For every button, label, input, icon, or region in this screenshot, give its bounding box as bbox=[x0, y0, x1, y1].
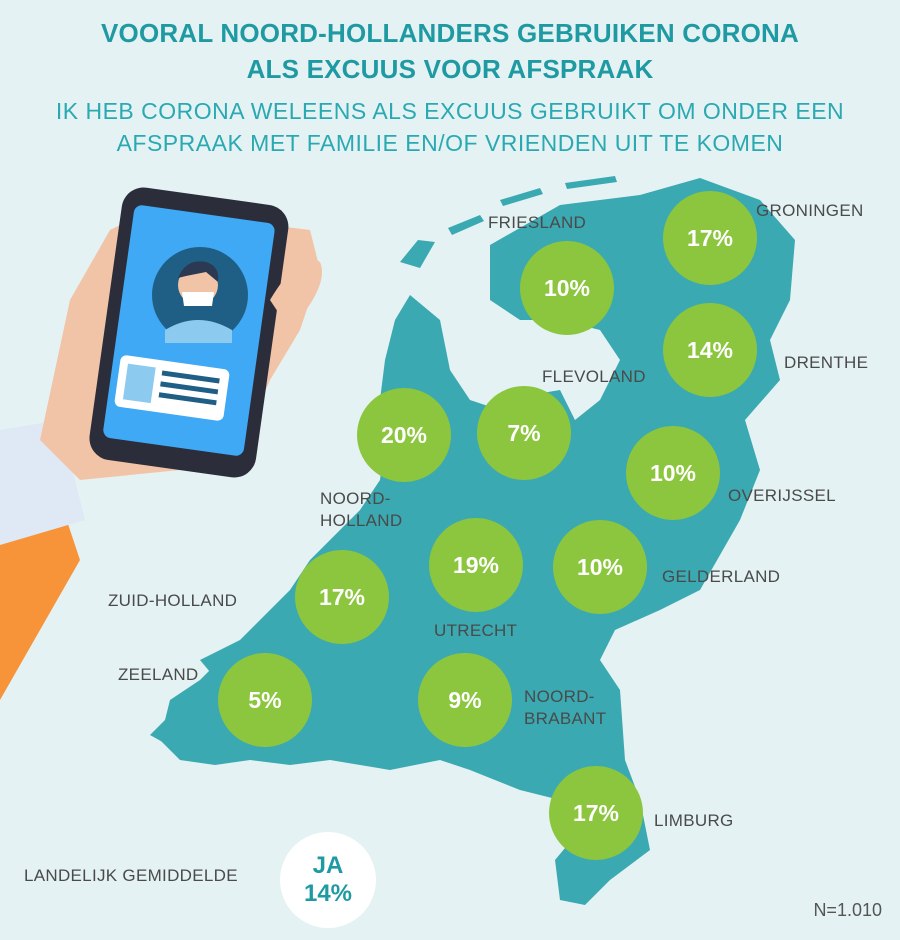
label-noord-holland-line-2: HOLLAND bbox=[320, 511, 403, 530]
label-gelderland: GELDERLAND bbox=[662, 567, 781, 586]
id-photo bbox=[122, 363, 156, 404]
avatar-shirt bbox=[165, 320, 232, 343]
average-value: 14% bbox=[303, 880, 353, 907]
label-limburg: LIMBURG bbox=[654, 811, 734, 830]
label-drenthe: DRENTHE bbox=[784, 353, 869, 372]
average-label: LANDELIJK GEMIDDELDE bbox=[24, 866, 238, 885]
zeeland-islands bbox=[150, 640, 250, 745]
avatar-hair bbox=[178, 261, 219, 282]
id-line-3 bbox=[158, 392, 217, 406]
id-line-2 bbox=[160, 381, 219, 395]
bubble-groningen: 17% bbox=[663, 191, 757, 285]
label-zuid-holland: ZUID-HOLLAND bbox=[108, 591, 238, 610]
sample-size: N=1.010 bbox=[813, 900, 882, 920]
label-groningen: GRONINGEN bbox=[756, 201, 864, 220]
wadden-islands bbox=[400, 176, 617, 268]
average-circle: JA 14% bbox=[280, 832, 376, 928]
title-line-2: ALS EXCUUS VOOR AFSPRAAK bbox=[246, 54, 654, 84]
face-mask bbox=[182, 292, 214, 306]
id-line-1 bbox=[161, 370, 220, 384]
bubble-friesland: 10% bbox=[520, 241, 614, 335]
label-zeeland: ZEELAND bbox=[118, 665, 199, 684]
label-flevoland: FLEVOLAND bbox=[542, 367, 646, 386]
bubble-noord-brabant: 9% bbox=[418, 653, 512, 747]
average-answer: JA bbox=[312, 852, 344, 879]
phone-illustration bbox=[0, 187, 322, 700]
bubble-drenthe: 14% bbox=[663, 303, 757, 397]
subtitle-line-1: IK HEB CORONA WELEENS ALS EXCUUS GEBRUIK… bbox=[55, 98, 845, 124]
bubble-flevoland: 7% bbox=[477, 386, 571, 480]
label-noord-brabant: NOORD- BRABANT bbox=[524, 686, 606, 730]
label-noord-holland: NOORD- HOLLAND bbox=[320, 488, 402, 532]
bubble-zuid-holland: 17% bbox=[295, 550, 389, 644]
bubble-utrecht: 19% bbox=[429, 518, 523, 612]
label-noord-brabant-line-1: NOORD- bbox=[524, 687, 595, 706]
label-noord-holland-line-1: NOORD- bbox=[320, 489, 391, 508]
label-overijssel: OVERIJSSEL bbox=[728, 486, 836, 505]
label-noord-brabant-line-2: BRABANT bbox=[524, 709, 607, 728]
thumb bbox=[270, 259, 322, 330]
bubble-noord-holland: 20% bbox=[357, 388, 451, 482]
bubble-limburg: 17% bbox=[549, 766, 643, 860]
bubble-zeeland: 5% bbox=[218, 653, 312, 747]
title-line-1: VOORAL NOORD-HOLLANDERS GEBRUIKEN CORONA bbox=[101, 18, 799, 48]
subtitle-line-2: AFSPRAAK MET FAMILIE EN/OF VRIENDEN UIT … bbox=[116, 130, 784, 156]
label-utrecht: UTRECHT bbox=[434, 621, 518, 640]
orange-sleeve bbox=[0, 500, 80, 700]
label-friesland: FRIESLAND bbox=[488, 213, 587, 232]
bubble-overijssel: 10% bbox=[626, 426, 720, 520]
bubble-gelderland: 10% bbox=[553, 520, 647, 614]
